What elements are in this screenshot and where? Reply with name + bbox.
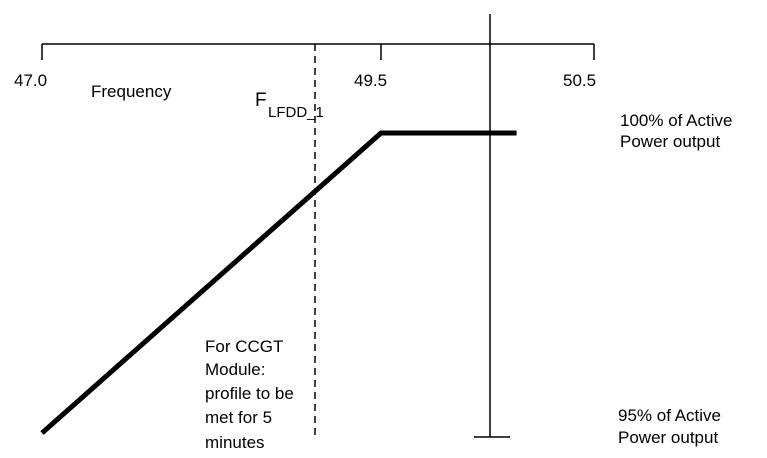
upper-power-label-line-1: 100% of Active	[620, 111, 732, 130]
annotation-line-4: met for 5	[205, 408, 272, 427]
annotation-line-5: minutes	[205, 433, 265, 452]
tick-label-49-5: 49.5	[354, 71, 387, 90]
annotation-line-3: profile to be	[205, 384, 294, 403]
annotation-line-2: Module:	[205, 360, 265, 379]
lower-power-label-line-2: Power output	[618, 428, 718, 447]
axis-name-label: Frequency	[91, 82, 172, 101]
flfdd-label-subscript: LFDD_1	[268, 104, 324, 121]
power-profile-line	[40, 130, 517, 435]
annotation-line-1: For CCGT	[205, 337, 283, 356]
upper-power-label-line-2: Power output	[620, 132, 720, 151]
tick-label-50-5: 50.5	[563, 71, 596, 90]
flfdd-label-main: F	[255, 90, 267, 111]
tick-label-47-0: 47.0	[14, 71, 47, 90]
lower-power-label-line-1: 95% of Active	[618, 406, 721, 425]
